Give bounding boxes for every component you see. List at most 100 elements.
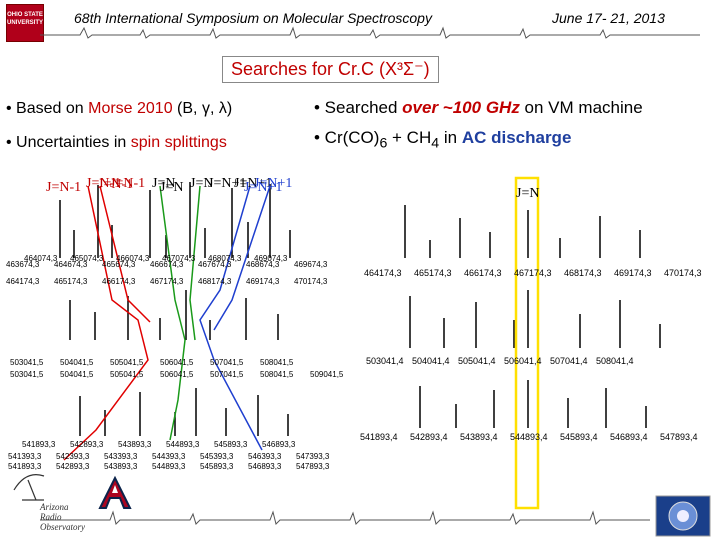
right-spectrum-row3	[419, 380, 647, 428]
right-row1-ticks: 464174,3 465174,3 466174,3 467174,3 4681…	[364, 268, 714, 280]
ohio-state-logo-text: OHIO STATE UNIVERSITY	[7, 12, 44, 26]
left-spectrum-row1	[59, 182, 291, 258]
aro-dish-icon	[13, 474, 45, 501]
aro-line3: Observatory	[40, 522, 85, 532]
bullet-morse-prefix: • Based on	[6, 100, 89, 117]
tick: 541893,4	[360, 432, 398, 442]
tick: 508041,5	[260, 370, 294, 379]
bullet-searched-suffix: on VM machine	[519, 98, 643, 117]
tick: 542893,3	[56, 462, 90, 471]
j-label-mid-1: J=N	[160, 180, 184, 195]
tick: 465174,3	[414, 268, 452, 278]
tick: 469174,3	[614, 268, 652, 278]
j-label-right-0: J=N+1	[208, 176, 247, 191]
bullet-searched-highlight: over ~100 GHz	[402, 98, 520, 117]
j-label-left-0: J=N-1	[46, 180, 82, 195]
tick: 541393,3	[8, 452, 42, 461]
tick: 507041,5	[210, 370, 244, 379]
left-row3-ticks: 503041,5 504041,5 505041,5 506041,5 5070…	[10, 358, 355, 368]
left-row1-ticks: 464074,3 465074,3 466074,3 467074,3 4680…	[24, 254, 324, 264]
tick: 545893,3	[214, 440, 248, 449]
symposium-title: 68th International Symposium on Molecula…	[74, 10, 432, 26]
tick: 546893,4	[610, 432, 648, 442]
bullet-discharge-mid: + CH	[387, 128, 432, 147]
bullet-discharge-highlight: AC discharge	[461, 128, 572, 147]
right-row2-ticks: 503041,4 504041,4 505041,4 506041,4 5070…	[366, 356, 696, 368]
tick: 542893,4	[410, 432, 448, 442]
tick: 463674,3	[6, 260, 40, 269]
red-branch-lines	[63, 185, 151, 461]
tick: 546893,3	[262, 440, 296, 449]
right-spectrum-row2	[409, 290, 661, 348]
tick: 467174,3	[514, 268, 552, 278]
j-label-mid-2: J=N	[190, 176, 214, 191]
tick: 468174,3	[564, 268, 602, 278]
bullet-discharge-mid2: in	[439, 128, 462, 147]
left-row1b-ticks: 463674,3 464674,3 465674,3 466674,3 4676…	[6, 260, 351, 270]
tick: 545393,3	[200, 452, 234, 461]
tick: 464174,3	[6, 277, 40, 286]
bullet-spin: • Uncertainties in spin splittings	[6, 134, 227, 152]
right-row3-ticks: 541893,4 542893,4 543893,4 544893,4 5458…	[360, 432, 716, 444]
tick: 544393,3	[152, 452, 186, 461]
bullet-discharge-sub2: 4	[431, 135, 440, 152]
left-row2-ticks: 464174,3 465174,3 466174,3 467174,3 4681…	[6, 277, 351, 287]
tick: 464074,3	[24, 254, 58, 263]
tick: 464174,3	[364, 268, 402, 278]
seal-emblem-icon	[655, 495, 711, 537]
tick: 544893,3	[152, 462, 186, 471]
tick: 465074,3	[70, 254, 104, 263]
tick: 507041,4	[550, 356, 588, 366]
tick: 504041,5	[60, 370, 94, 379]
bullet-morse-highlight: Morse 2010	[88, 100, 173, 117]
bullet-discharge-sub1: 6	[379, 135, 388, 152]
header-spectrum-line	[40, 26, 700, 39]
tick: 468174,3	[198, 277, 232, 286]
tick: 506041,4	[504, 356, 542, 366]
bullet-searched-prefix: • Searched	[314, 98, 403, 117]
tick: 546393,3	[248, 452, 282, 461]
left-row4b-ticks: 541393,3 542393,3 543393,3 544393,3 5453…	[8, 452, 353, 462]
tick: 466074,3	[116, 254, 150, 263]
tick: 505041,4	[458, 356, 496, 366]
aro-line1: Arizona	[40, 502, 69, 512]
bullet-morse-suffix: (B, γ, λ)	[172, 100, 233, 117]
j-label-right-3: J=N+1	[254, 176, 293, 191]
tick: 543893,3	[118, 440, 152, 449]
j-label-left-2: J=N-1	[98, 177, 134, 192]
tick: 541893,3	[8, 462, 42, 471]
bullet-morse: • Based on Morse 2010 (B, γ, λ)	[6, 100, 232, 118]
tick: 509041,5	[310, 370, 344, 379]
tick: 543893,3	[104, 462, 138, 471]
tick: 546893,3	[248, 462, 282, 471]
j-label-left-3: J=N-1	[110, 176, 146, 191]
j-label-left-1: J=N-1	[86, 176, 122, 191]
tick: 504041,5	[60, 358, 94, 367]
bullet-searched: • Searched over ~100 GHz on VM machine	[314, 98, 643, 118]
right-spectrum-row1	[404, 205, 641, 258]
tick: 543893,4	[460, 432, 498, 442]
bullet-discharge-prefix: • Cr(CO)	[314, 128, 380, 147]
left-row4c-ticks: 541893,3 542893,3 543893,3 544893,3 5458…	[8, 462, 353, 472]
j-label-mid-0: J=N	[152, 176, 176, 191]
ohio-state-logo: OHIO STATE UNIVERSITY	[6, 4, 44, 42]
tick: 469074,3	[254, 254, 288, 263]
tick: 541893,3	[22, 440, 56, 449]
tick: 467074,3	[162, 254, 196, 263]
bullet-spin-prefix: • Uncertainties in	[6, 134, 131, 151]
tick: 505041,5	[110, 370, 144, 379]
tick: 469674,3	[294, 260, 328, 269]
tick: 542893,3	[70, 440, 104, 449]
tick: 467674,3	[198, 260, 232, 269]
j-n-highlight-box	[514, 176, 540, 510]
tick: 465674,3	[102, 260, 136, 269]
left-row3b-ticks: 503041,5 504041,5 505041,5 506041,5 5070…	[10, 370, 355, 380]
tick: 543393,3	[104, 452, 138, 461]
tick: 508041,4	[596, 356, 634, 366]
footer-spectrum-line	[40, 510, 650, 525]
tick: 468674,3	[246, 260, 280, 269]
tick: 466174,3	[464, 268, 502, 278]
tick: 547893,3	[296, 462, 330, 471]
tick: 464674,3	[54, 260, 88, 269]
symposium-dates: June 17- 21, 2013	[552, 10, 665, 26]
